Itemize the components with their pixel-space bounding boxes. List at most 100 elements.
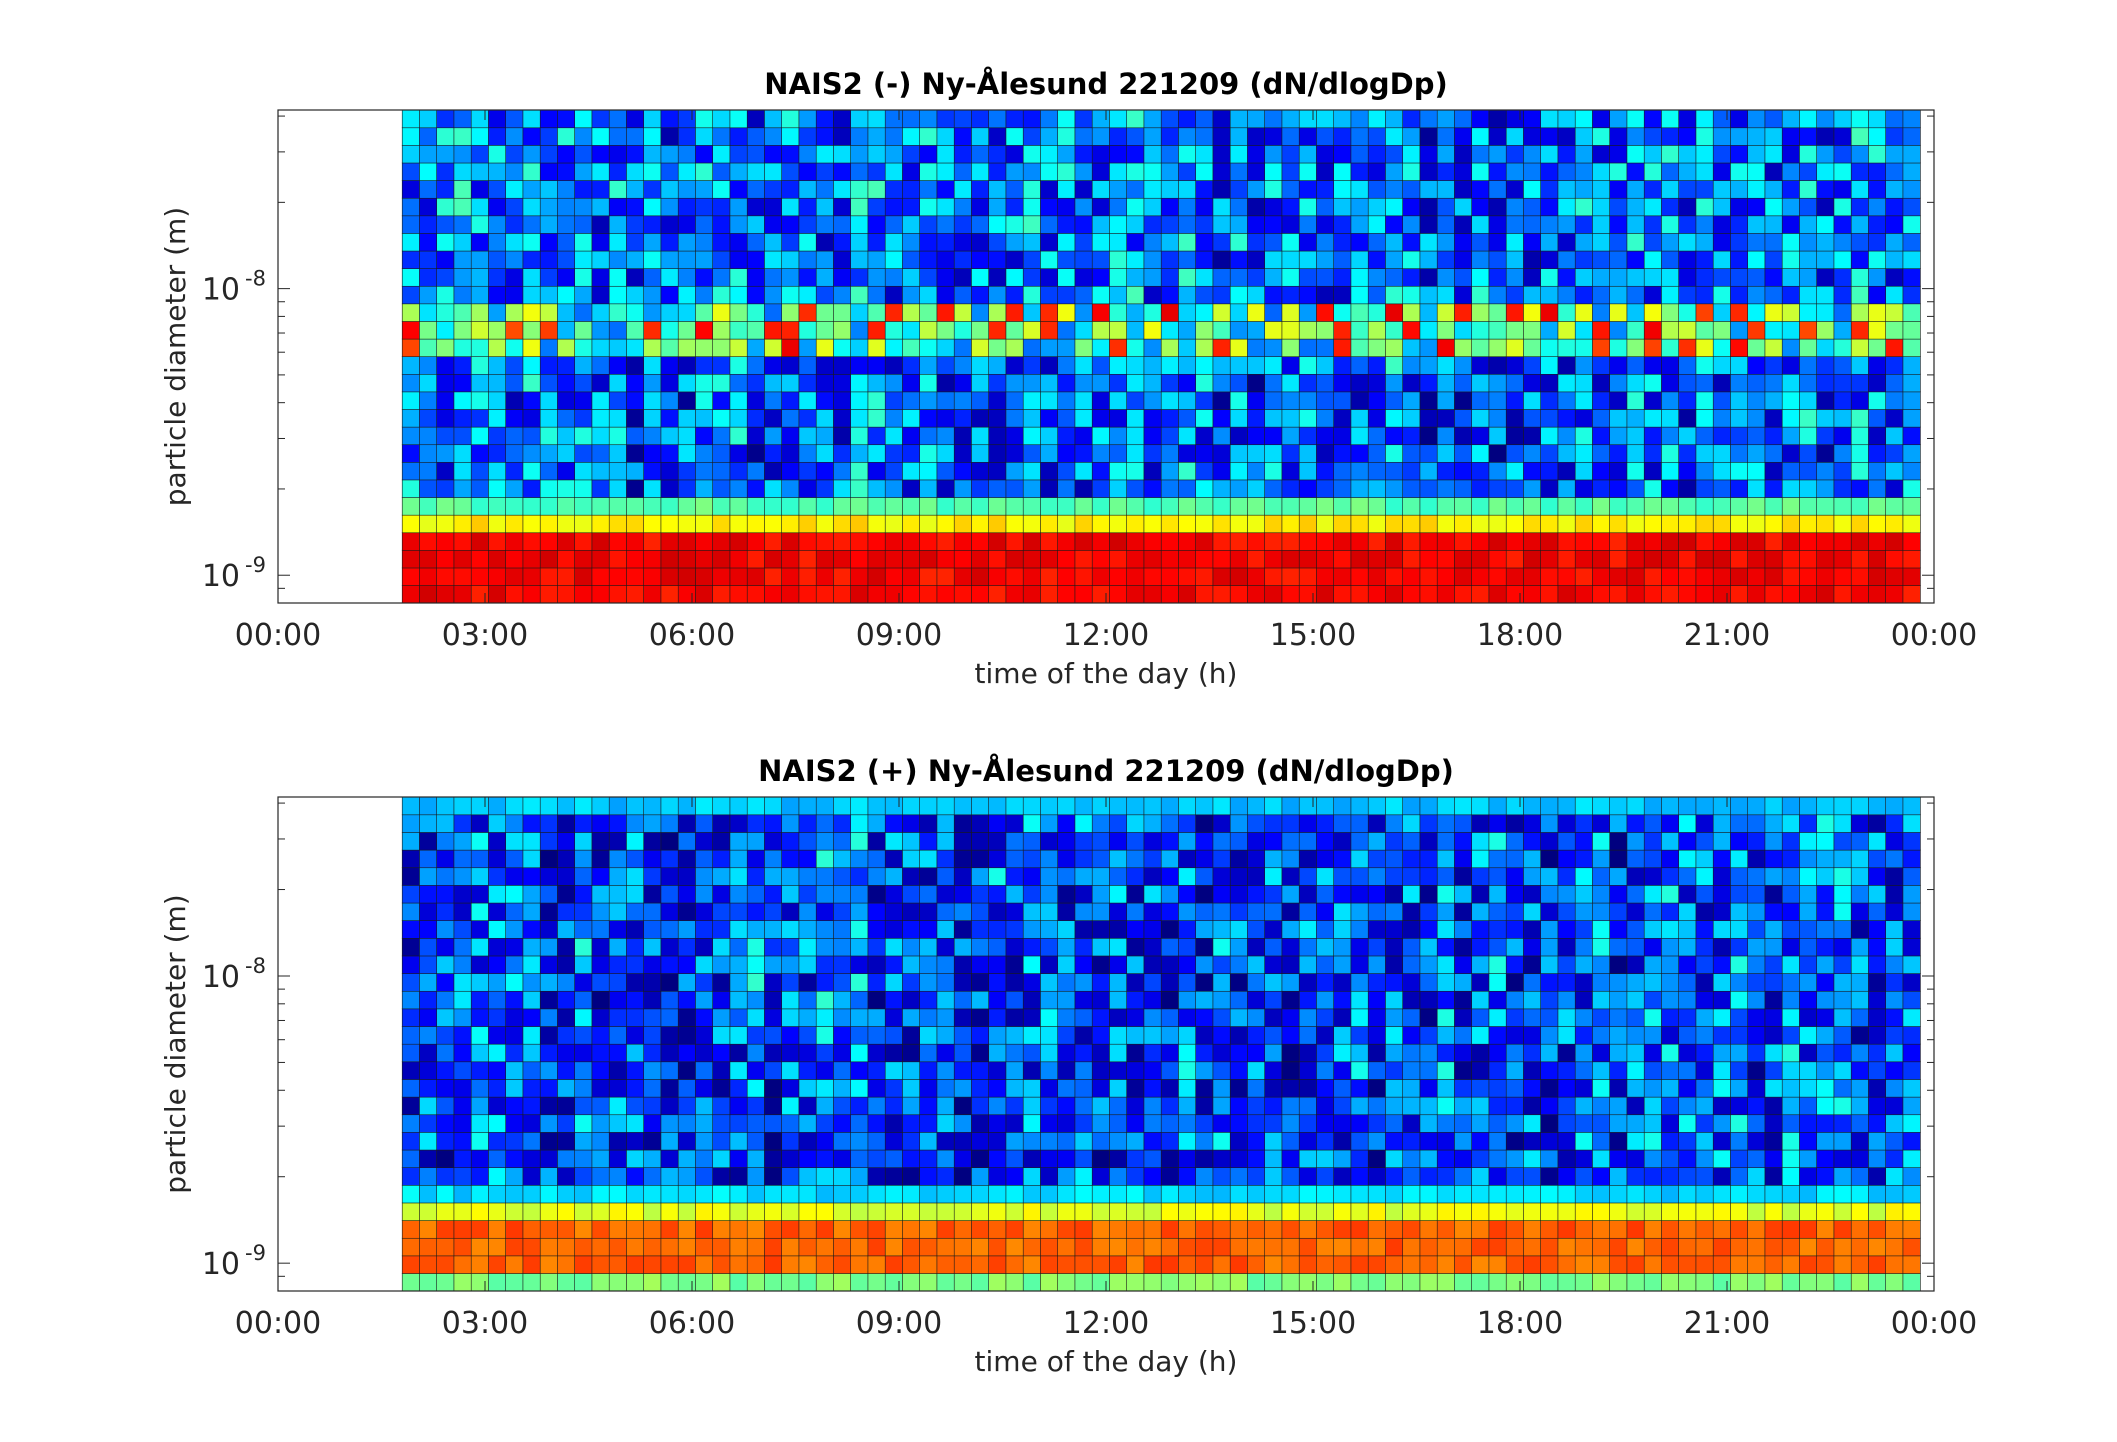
heatmap-cell [1851, 198, 1868, 216]
heatmap-cell [1127, 1150, 1144, 1168]
heatmap-cell [1558, 1238, 1575, 1256]
heatmap-cell [1679, 550, 1696, 568]
heatmap-cell [1161, 392, 1178, 410]
heatmap-cell [954, 903, 971, 921]
heatmap-cell [1092, 110, 1109, 128]
heatmap-cell [902, 480, 919, 498]
heatmap-cell [885, 797, 902, 815]
heatmap-cell [1351, 110, 1368, 128]
heatmap-cell [609, 1097, 626, 1115]
heatmap-cell [1161, 216, 1178, 234]
heatmap-cell [989, 1097, 1006, 1115]
heatmap-cell [1040, 1044, 1057, 1062]
heatmap-cell [488, 480, 505, 498]
heatmap-cell [1075, 216, 1092, 234]
heatmap-cell [1368, 1044, 1385, 1062]
heatmap-cell [1161, 973, 1178, 991]
heatmap-cell [1765, 233, 1782, 251]
heatmap-cell [730, 286, 747, 304]
heatmap-cell [471, 480, 488, 498]
heatmap-cell [1713, 180, 1730, 198]
heatmap-cell [540, 585, 557, 603]
heatmap-cell [1558, 304, 1575, 322]
heatmap-cell [782, 885, 799, 903]
heatmap-cell [488, 1097, 505, 1115]
heatmap-cell [1351, 832, 1368, 850]
heatmap-cell [1558, 1044, 1575, 1062]
heatmap-cell [1420, 251, 1437, 269]
heatmap-cell [1523, 515, 1540, 533]
heatmap-cell [1575, 286, 1592, 304]
heatmap-cell [920, 321, 937, 339]
heatmap-cell [540, 1009, 557, 1027]
heatmap-cell [506, 427, 523, 445]
heatmap-cell [1730, 797, 1747, 815]
heatmap-cell [937, 815, 954, 833]
heatmap-cell [920, 868, 937, 886]
heatmap-cell [971, 304, 988, 322]
heatmap-cell [1178, 233, 1195, 251]
heatmap-cell [626, 392, 643, 410]
heatmap-cell [661, 568, 678, 586]
heatmap-cell [1558, 357, 1575, 375]
heatmap-cell [833, 568, 850, 586]
heatmap-cell [1403, 1062, 1420, 1080]
heatmap-cell [592, 180, 609, 198]
heatmap-cell [1610, 1009, 1627, 1027]
heatmap-cell [488, 286, 505, 304]
heatmap-cell [1903, 286, 1920, 304]
heatmap-cell [575, 427, 592, 445]
heatmap-cell [799, 815, 816, 833]
heatmap-cell [833, 163, 850, 181]
heatmap-cell [1351, 903, 1368, 921]
heatmap-cell [1299, 1115, 1316, 1133]
heatmap-cell [661, 956, 678, 974]
heatmap-cell [1351, 568, 1368, 586]
heatmap-cell [902, 903, 919, 921]
heatmap-cell [920, 1168, 937, 1186]
heatmap-cell [851, 815, 868, 833]
heatmap-cell [1575, 409, 1592, 427]
heatmap-cell [799, 180, 816, 198]
heatmap-cell [678, 868, 695, 886]
heatmap-cell [730, 868, 747, 886]
heatmap-cell [1196, 110, 1213, 128]
heatmap-cell [1385, 1132, 1402, 1150]
heatmap-cell [1765, 216, 1782, 234]
heatmap-cell [764, 515, 781, 533]
heatmap-cell [678, 1132, 695, 1150]
heatmap-cell [1748, 445, 1765, 463]
heatmap-cell [1541, 533, 1558, 551]
heatmap-cell [1334, 1009, 1351, 1027]
heatmap-cell [764, 110, 781, 128]
heatmap-cell [557, 128, 574, 146]
heatmap-cell [954, 1079, 971, 1097]
heatmap-cell [609, 568, 626, 586]
heatmap-cell [1886, 427, 1903, 445]
heatmap-cell [1299, 233, 1316, 251]
heatmap-cell [730, 1026, 747, 1044]
heatmap-cell [695, 304, 712, 322]
heatmap-cell [1610, 497, 1627, 515]
heatmap-cell [1851, 903, 1868, 921]
heatmap-cell [1627, 268, 1644, 286]
heatmap-cell [1627, 1026, 1644, 1044]
heatmap-cell [1903, 815, 1920, 833]
heatmap-cell [1472, 251, 1489, 269]
heatmap-cell [592, 1062, 609, 1080]
heatmap-cell [1334, 568, 1351, 586]
heatmap-cell [1454, 515, 1471, 533]
heatmap-cell [1144, 885, 1161, 903]
heatmap-cell [971, 128, 988, 146]
heatmap-cell [868, 251, 885, 269]
heatmap-cell [1610, 268, 1627, 286]
heatmap-cell [1644, 1203, 1661, 1221]
heatmap-cell [1368, 1009, 1385, 1027]
heatmap-cell [764, 392, 781, 410]
heatmap-cell [506, 233, 523, 251]
heatmap-cell [488, 832, 505, 850]
heatmap-cell [1541, 1185, 1558, 1203]
heatmap-cell [1765, 885, 1782, 903]
heatmap-cell [454, 832, 471, 850]
heatmap-cell [1437, 1115, 1454, 1133]
